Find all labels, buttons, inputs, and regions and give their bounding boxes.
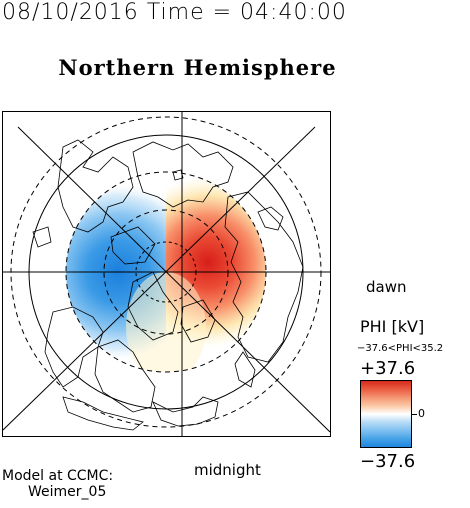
coastlines xyxy=(32,139,304,431)
polar-map xyxy=(2,111,331,437)
colorbar xyxy=(360,380,412,448)
datetime-title: 08/10/2016 Time = 04:40:00 xyxy=(2,0,347,25)
midnight-label: midnight xyxy=(194,461,261,479)
colorbar-range: −37.6<PHI<35.2 xyxy=(357,343,444,354)
model-name: Weimer_05 xyxy=(28,484,107,500)
meridian-lines xyxy=(3,112,330,436)
model-credit: Model at CCMC: xyxy=(2,468,114,484)
colorbar-max-label: +37.6 xyxy=(360,358,416,379)
hemisphere-title: Northern Hemisphere xyxy=(58,55,337,80)
colorbar-zero-label: 0 xyxy=(418,407,425,420)
colorbar-title: PHI [kV] xyxy=(360,317,425,336)
colorbar-min-label: −37.6 xyxy=(360,451,416,472)
colorbar-zero-tick xyxy=(412,414,417,415)
dawn-label: dawn xyxy=(366,278,407,296)
